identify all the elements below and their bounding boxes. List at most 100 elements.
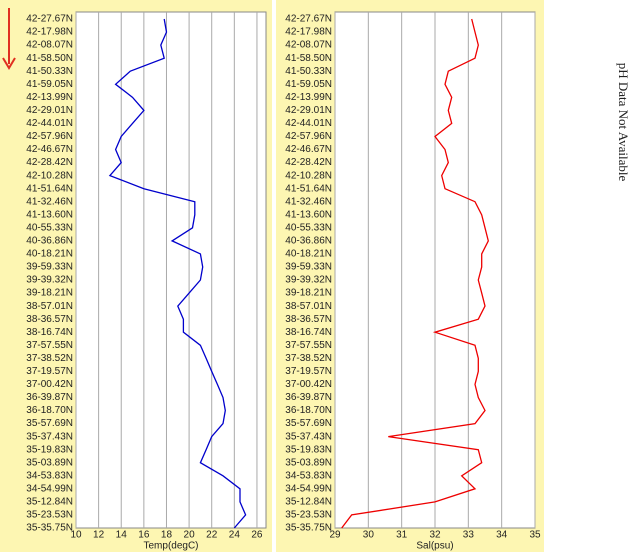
- y-tick-label: 39-18.21N: [285, 288, 332, 299]
- y-tick-label: 42-29.01N: [26, 105, 73, 116]
- y-tick-label: 41-51.64N: [26, 183, 73, 194]
- y-tick-label: 42-28.42N: [285, 157, 332, 168]
- y-tick-label: 36-39.87N: [285, 392, 332, 403]
- x-tick-label: 12: [93, 530, 105, 541]
- y-tick-label: 38-57.01N: [26, 301, 73, 312]
- x-tick-label: 33: [463, 530, 475, 541]
- y-tick-label: 41-32.46N: [26, 196, 73, 207]
- note: pH Data Not Available: [616, 63, 631, 182]
- x-tick-label: 14: [116, 530, 128, 541]
- y-tick-label: 35-37.43N: [285, 431, 332, 442]
- x-axis-label: Sal(psu): [416, 541, 453, 552]
- y-tick-label: 39-59.33N: [285, 262, 332, 273]
- y-tick-label: 37-57.55N: [26, 340, 73, 351]
- x-tick-label: 32: [429, 530, 441, 541]
- y-tick-label: 42-08.07N: [26, 40, 73, 51]
- y-tick-label: 35-35.75N: [285, 523, 332, 534]
- x-tick-label: 24: [229, 530, 241, 541]
- y-tick-label: 37-38.52N: [285, 353, 332, 364]
- x-tick-label: 16: [138, 530, 150, 541]
- y-tick-label: 42-13.99N: [26, 92, 73, 103]
- x-tick-label: 26: [251, 530, 263, 541]
- y-tick-label: 35-37.43N: [26, 431, 73, 442]
- y-tick-label: 42-44.01N: [26, 118, 73, 129]
- y-tick-label: 42-57.96N: [26, 131, 73, 142]
- y-tick-label: 40-36.86N: [285, 236, 332, 247]
- y-tick-label: 40-36.86N: [26, 236, 73, 247]
- y-tick-label: 37-00.42N: [285, 379, 332, 390]
- x-tick-label: 10: [70, 530, 82, 541]
- y-tick-label: 41-13.60N: [26, 209, 73, 220]
- y-tick-label: 37-57.55N: [285, 340, 332, 351]
- y-tick-label: 37-38.52N: [26, 353, 73, 364]
- y-tick-label: 42-46.67N: [26, 144, 73, 155]
- y-tick-label: 38-36.57N: [26, 314, 73, 325]
- x-axis-label: Temp(degC): [143, 541, 198, 552]
- y-tick-label: 35-12.84N: [285, 497, 332, 508]
- y-tick-label: 38-36.57N: [285, 314, 332, 325]
- x-tick-label: 34: [496, 530, 508, 541]
- y-tick-label: 36-18.70N: [26, 405, 73, 416]
- plot-area: [75, 11, 267, 529]
- y-tick-label: 37-19.57N: [26, 366, 73, 377]
- y-tick-label: 37-00.42N: [26, 379, 73, 390]
- y-tick-label: 42-08.07N: [285, 40, 332, 51]
- y-tick-label: 42-13.99N: [285, 92, 332, 103]
- y-tick-label: 42-57.96N: [285, 131, 332, 142]
- y-tick-label: 42-17.98N: [26, 27, 73, 38]
- x-tick-label: 20: [184, 530, 196, 541]
- y-tick-label: 42-17.98N: [285, 27, 332, 38]
- y-tick-label: 35-03.89N: [285, 457, 332, 468]
- y-tick-label: 39-39.32N: [26, 275, 73, 286]
- y-tick-label: 35-19.83N: [285, 444, 332, 455]
- y-tick-label: 35-12.84N: [26, 497, 73, 508]
- y-tick-label: 36-18.70N: [285, 405, 332, 416]
- x-tick-label: 31: [396, 530, 408, 541]
- y-tick-label: 35-57.69N: [285, 418, 332, 429]
- y-tick-label: 41-51.64N: [285, 183, 332, 194]
- direction-arrow: [2, 8, 16, 70]
- y-tick-label: 41-59.05N: [26, 79, 73, 90]
- y-tick-label: 41-13.60N: [285, 209, 332, 220]
- y-tick-label: 38-16.74N: [285, 327, 332, 338]
- y-tick-label: 41-59.05N: [285, 79, 332, 90]
- x-tick-label: 30: [363, 530, 375, 541]
- y-tick-label: 35-23.53N: [285, 510, 332, 521]
- y-tick-label: 39-59.33N: [26, 262, 73, 273]
- y-tick-label: 42-10.28N: [285, 170, 332, 181]
- y-tick-label: 41-50.33N: [285, 66, 332, 77]
- y-tick-label: 35-35.75N: [26, 523, 73, 534]
- y-tick-label: 36-39.87N: [26, 392, 73, 403]
- y-tick-label: 42-27.67N: [285, 14, 332, 25]
- y-tick-label: 40-55.33N: [26, 222, 73, 233]
- y-tick-label: 35-03.89N: [26, 457, 73, 468]
- x-tick-label: 35: [529, 530, 541, 541]
- y-tick-label: 40-18.21N: [285, 249, 332, 260]
- y-tick-label: 35-23.53N: [26, 510, 73, 521]
- y-tick-label: 42-10.28N: [26, 170, 73, 181]
- y-tick-label: 42-46.67N: [285, 144, 332, 155]
- y-tick-label: 35-57.69N: [26, 418, 73, 429]
- y-tick-label: 34-53.83N: [285, 470, 332, 481]
- y-tick-label: 38-57.01N: [285, 301, 332, 312]
- y-tick-label: 42-27.67N: [26, 14, 73, 25]
- y-tick-label: 39-39.32N: [285, 275, 332, 286]
- x-tick-label: 29: [329, 530, 341, 541]
- y-tick-label: 42-28.42N: [26, 157, 73, 168]
- y-tick-label: 40-18.21N: [26, 249, 73, 260]
- y-tick-label: 41-58.50N: [26, 53, 73, 64]
- x-tick-label: 18: [161, 530, 173, 541]
- y-tick-label: 40-55.33N: [285, 222, 332, 233]
- y-tick-label: 37-19.57N: [285, 366, 332, 377]
- x-tick-label: 22: [206, 530, 218, 541]
- data-line: [341, 18, 489, 529]
- y-tick-label: 42-44.01N: [285, 118, 332, 129]
- y-tick-label: 41-32.46N: [285, 196, 332, 207]
- y-tick-label: 41-50.33N: [26, 66, 73, 77]
- data-line: [108, 18, 247, 529]
- y-tick-label: 35-19.83N: [26, 444, 73, 455]
- y-tick-label: 41-58.50N: [285, 53, 332, 64]
- y-tick-label: 34-54.99N: [26, 483, 73, 494]
- y-tick-label: 38-16.74N: [26, 327, 73, 338]
